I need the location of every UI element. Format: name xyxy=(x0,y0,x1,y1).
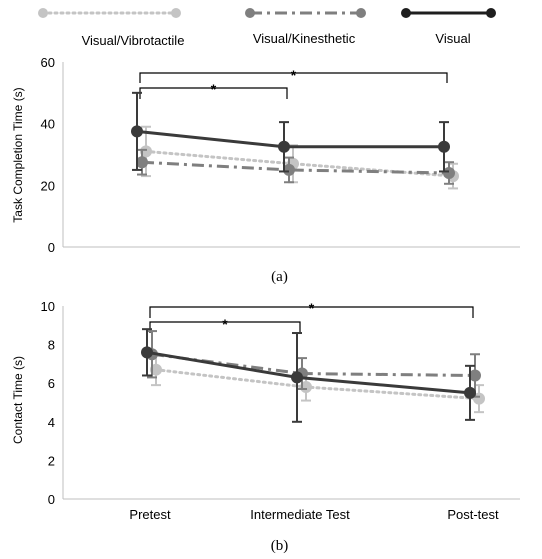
y-tick-label: 6 xyxy=(48,376,55,391)
series-line xyxy=(152,354,475,375)
y-tick-label: 60 xyxy=(41,55,55,70)
legend: Visual/Vibrotactile Visual/Kinesthetic V… xyxy=(38,8,496,48)
chart-caption: (b) xyxy=(271,538,289,554)
data-point xyxy=(278,141,290,153)
y-tick-label: 0 xyxy=(48,240,55,255)
data-point xyxy=(464,387,476,399)
y-tick-label: 20 xyxy=(41,178,55,193)
legend-item-vibrotactile: Visual/Vibrotactile xyxy=(38,8,184,48)
x-tick-label: Pretest xyxy=(129,507,171,522)
chart-contact-time: 0 2 4 6 8 10 Contact Time (s) Pretest Intermedia… xyxy=(11,299,520,554)
significance-star: * xyxy=(291,67,297,83)
y-tick-label: 8 xyxy=(48,338,55,353)
y-tick-label: 40 xyxy=(41,117,55,132)
y-axis-label: Contact Time (s) xyxy=(11,356,25,444)
y-tick-label: 10 xyxy=(41,299,55,314)
y-tick-label: 4 xyxy=(48,415,55,430)
significance-star: * xyxy=(211,81,217,97)
chart-task-completion-time: 0 20 40 60 Task Completion Time (s) * * (a) xyxy=(11,55,520,285)
legend-label-visual: Visual xyxy=(435,31,470,46)
y-tick-label: 0 xyxy=(48,492,55,507)
x-tick-label: Intermediate Test xyxy=(250,507,350,522)
data-point xyxy=(141,346,153,358)
legend-label-kinesthetic: Visual/Kinesthetic xyxy=(253,31,356,46)
significance-star: * xyxy=(309,300,315,316)
data-point xyxy=(438,141,450,153)
legend-item-visual: Visual xyxy=(401,8,496,46)
x-tick-label: Post-test xyxy=(447,507,499,522)
y-tick-label: 2 xyxy=(48,453,55,468)
data-point xyxy=(291,371,303,383)
significance-star: * xyxy=(222,316,228,332)
legend-item-kinesthetic: Visual/Kinesthetic xyxy=(245,8,366,46)
legend-label-vibrotactile: Visual/Vibrotactile xyxy=(82,33,185,48)
y-axis-label: Task Completion Time (s) xyxy=(11,87,25,222)
data-point xyxy=(131,125,143,137)
chart-caption: (a) xyxy=(271,269,288,285)
